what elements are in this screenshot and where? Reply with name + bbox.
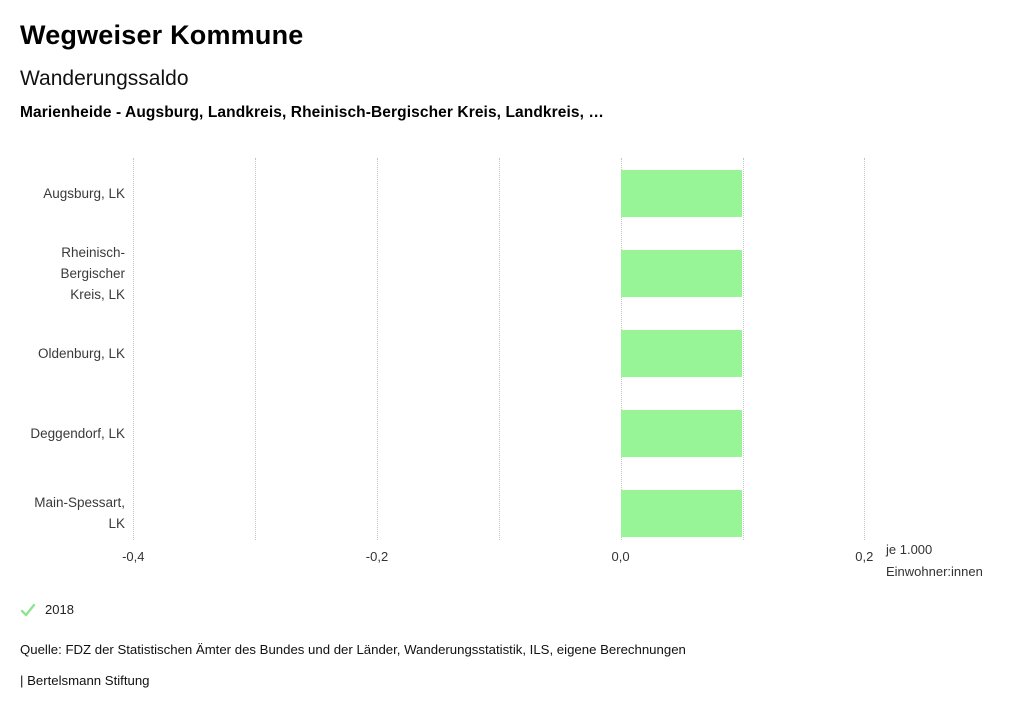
category-label-line: Bergischer [60, 265, 125, 281]
gridline [133, 158, 135, 540]
axis-unit-line: Einwohner:innen [886, 563, 983, 579]
legend[interactable]: 2018 [20, 602, 74, 617]
page-title: Wegweiser Kommune [20, 20, 304, 50]
gridline [255, 158, 257, 540]
x-tick-label: 0,2 [855, 549, 874, 564]
chart-title: Wanderungssaldo [20, 67, 189, 90]
branding-text: | Bertelsmann Stiftung [20, 673, 150, 688]
source-text: Quelle: FDZ der Statistischen Ämter des … [20, 642, 686, 657]
x-tick-label: -0,2 [365, 549, 389, 564]
gridline [498, 158, 500, 540]
category-label-line: Kreis, LK [70, 286, 125, 302]
category-label-line: Oldenburg, LK [37, 345, 125, 361]
bar-rheinisch-bergischer-kreis-lk[interactable] [620, 249, 743, 297]
gridline [864, 158, 866, 540]
category-label-main-spessart-lk: Main-Spessart, LK [7, 492, 125, 534]
category-label-line: Deggendorf, LK [30, 425, 125, 441]
category-label-augsburg-lk: Augsburg, LK [7, 183, 125, 204]
category-label-line: Rheinisch- [61, 244, 125, 260]
category-label-line: LK [108, 516, 125, 532]
axis-unit-line: je 1.000 [886, 542, 933, 557]
chart-description: Marienheide - Augsburg, Landkreis, Rhein… [20, 104, 605, 121]
category-label-oldenburg-lk: Oldenburg, LK [7, 343, 125, 364]
gridline [377, 158, 378, 540]
legend-year-label: 2018 [45, 602, 74, 617]
gridline [742, 158, 744, 540]
check-icon [20, 603, 36, 617]
x-tick-label: 0,0 [611, 549, 630, 564]
category-label-deggendorf-lk: Deggendorf, LK [7, 423, 125, 444]
bar-augsburg-lk[interactable] [620, 169, 743, 217]
bar-oldenburg-lk[interactable] [620, 329, 743, 377]
bar-deggendorf-lk[interactable] [620, 409, 743, 457]
x-tick-label: -0,4 [122, 549, 145, 564]
bar-main-spessart-lk[interactable] [620, 489, 743, 537]
category-label-line: Augsburg, LK [43, 185, 125, 201]
category-label-rheinisch-bergischer-kreis-lk: Rheinisch- Bergischer Kreis, LK [7, 242, 125, 305]
category-label-line: Main-Spessart, [34, 495, 125, 511]
axis-unit-label: je 1.000 Einwohner:innen [886, 539, 1024, 582]
